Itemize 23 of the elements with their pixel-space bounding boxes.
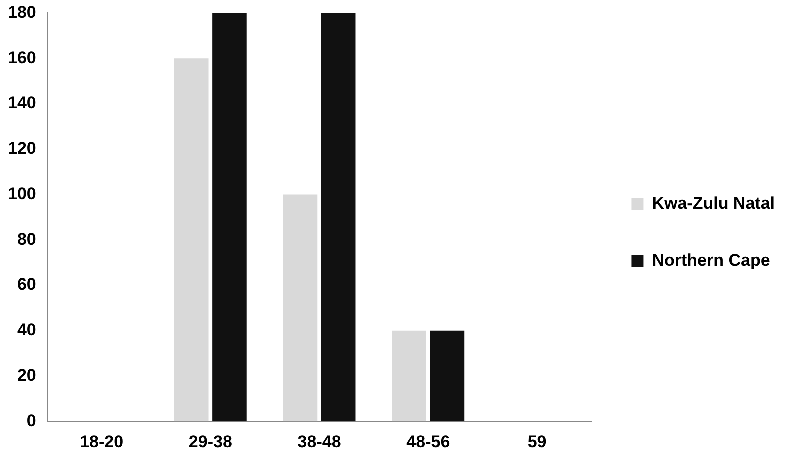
y-tick-label: 100 [8, 184, 36, 204]
y-tick-label: 140 [8, 94, 36, 113]
bar [321, 13, 356, 422]
y-tick-label: 0 [26, 411, 36, 430]
y-tick-label: 60 [17, 275, 36, 294]
y-tick-label: 40 [17, 320, 36, 340]
y-tick-label: 180 [8, 2, 36, 22]
y-tick-label: 20 [17, 366, 36, 385]
bar [392, 330, 427, 422]
bar [174, 58, 209, 422]
legend-label: Northern Cape [652, 251, 770, 270]
y-tick-label: 80 [17, 230, 36, 249]
x-tick-label: 18-20 [80, 432, 124, 452]
x-tick-label: 59 [528, 432, 547, 452]
y-tick-label: 120 [8, 139, 36, 158]
x-tick-label: 29-38 [188, 432, 232, 452]
bar [283, 194, 318, 422]
legend-label: Kwa-Zulu Natal [652, 194, 776, 214]
bar [430, 330, 465, 422]
x-tick-label: 38-48 [298, 432, 342, 452]
bar [212, 13, 247, 422]
y-tick-label: 160 [8, 48, 36, 68]
x-tick-label: 48-56 [406, 432, 450, 452]
